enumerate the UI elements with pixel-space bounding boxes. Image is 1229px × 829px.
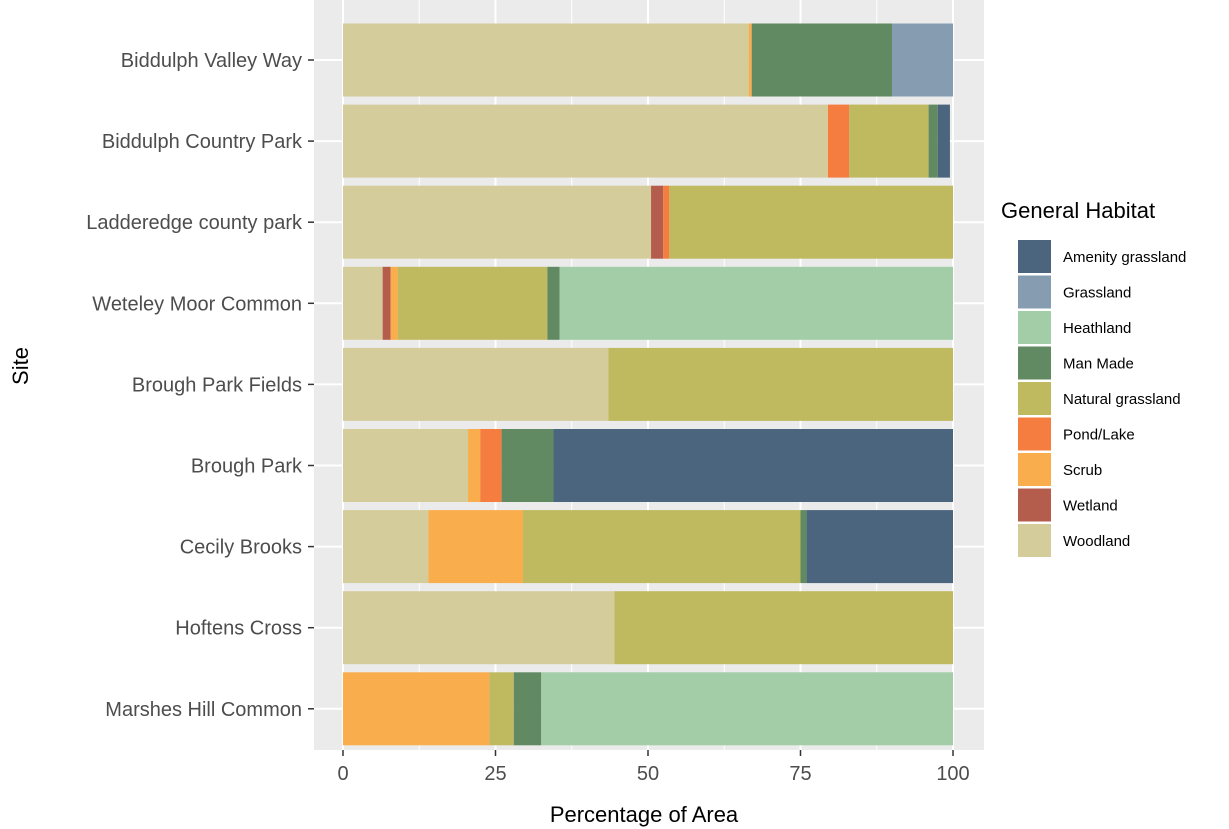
bars — [343, 23, 953, 746]
legend-swatch — [1018, 453, 1051, 486]
bar-segment — [343, 591, 615, 665]
legend-swatch — [1018, 346, 1051, 380]
bar-segment — [614, 591, 953, 665]
y-tick-label: Brough Park — [191, 456, 303, 478]
legend-label: Man Made — [1063, 356, 1134, 373]
y-tick-label: Biddulph Valley Way — [121, 50, 302, 72]
x-tick-label: 75 — [789, 763, 811, 785]
legend-label: Wetland — [1063, 498, 1118, 515]
x-tick-label: 0 — [337, 763, 348, 785]
legend-label: Natural grassland — [1063, 391, 1181, 408]
bar-segment — [468, 429, 481, 502]
bar-segment — [751, 23, 892, 97]
bar-segment — [343, 104, 828, 178]
legend: General Habitat Amenity grassland Grassla… — [1001, 198, 1186, 557]
x-axis-title: Percentage of Area — [550, 802, 739, 827]
bar-segment — [428, 510, 523, 584]
legend-swatch — [1018, 417, 1051, 451]
bar-segment — [663, 185, 670, 259]
bar-segment — [343, 185, 652, 259]
bar-segment — [553, 429, 953, 502]
legend-swatch — [1018, 488, 1051, 522]
y-tick-label: Hoftens Cross — [175, 618, 302, 640]
y-axis-title: Site — [8, 347, 33, 385]
y-tick-label: Cecily Brooks — [180, 537, 302, 559]
bar-segment — [559, 266, 953, 340]
bar-segment — [608, 347, 953, 421]
legend-label: Heathland — [1063, 320, 1131, 337]
bar-segment — [397, 266, 548, 340]
x-tick-label: 50 — [637, 763, 659, 785]
y-tick-label: Ladderedge county park — [86, 212, 303, 234]
bar-segment — [806, 510, 953, 584]
y-tick-label: Brough Park Fields — [132, 374, 302, 396]
bar-segment — [343, 23, 749, 97]
legend-title: General Habitat — [1001, 198, 1155, 223]
y-tick-label: Weteley Moor Common — [92, 293, 302, 315]
x-tick-label: 100 — [936, 763, 969, 785]
bar-segment — [748, 23, 752, 97]
bar-segment — [522, 510, 801, 584]
bar-segment — [382, 266, 391, 340]
x-tick-label: 25 — [484, 763, 506, 785]
legend-swatch — [1018, 240, 1051, 273]
bar-segment — [489, 672, 514, 746]
bar-segment — [892, 23, 953, 97]
bar-segment — [541, 672, 953, 746]
legend-label: Scrub — [1063, 462, 1102, 479]
x-axis-ticks: 0 25 50 75 100 — [337, 750, 970, 785]
legend-label: Pond/Lake — [1063, 427, 1135, 444]
y-tick-label: Marshes Hill Common — [105, 699, 302, 721]
legend-label: Woodland — [1063, 533, 1130, 550]
bar-segment — [800, 510, 807, 584]
bar-segment — [513, 672, 542, 746]
legend-label: Grassland — [1063, 285, 1131, 302]
bar-segment — [928, 104, 938, 178]
bar-segment — [343, 266, 383, 340]
y-tick-label: Biddulph Country Park — [102, 131, 303, 153]
legend-swatch — [1018, 524, 1051, 557]
bar-segment — [651, 185, 664, 259]
legend-swatch — [1018, 311, 1051, 344]
bar-segment — [827, 104, 850, 178]
bar-segment — [390, 266, 398, 340]
legend-swatch — [1018, 382, 1051, 415]
bar-segment — [669, 185, 953, 259]
y-axis-ticks: Biddulph Valley Way Biddulph Country Park… — [86, 50, 314, 721]
bar-segment — [343, 429, 469, 502]
bar-segment — [937, 104, 950, 178]
legend-swatch — [1018, 275, 1051, 309]
legend-label: Amenity grassland — [1063, 249, 1186, 266]
bar-segment — [343, 672, 490, 746]
bar-segment — [343, 347, 609, 421]
bar-segment — [849, 104, 929, 178]
bar-segment — [501, 429, 554, 502]
bar-segment — [343, 510, 429, 584]
bar-segment — [547, 266, 560, 340]
bar-segment — [480, 429, 502, 502]
